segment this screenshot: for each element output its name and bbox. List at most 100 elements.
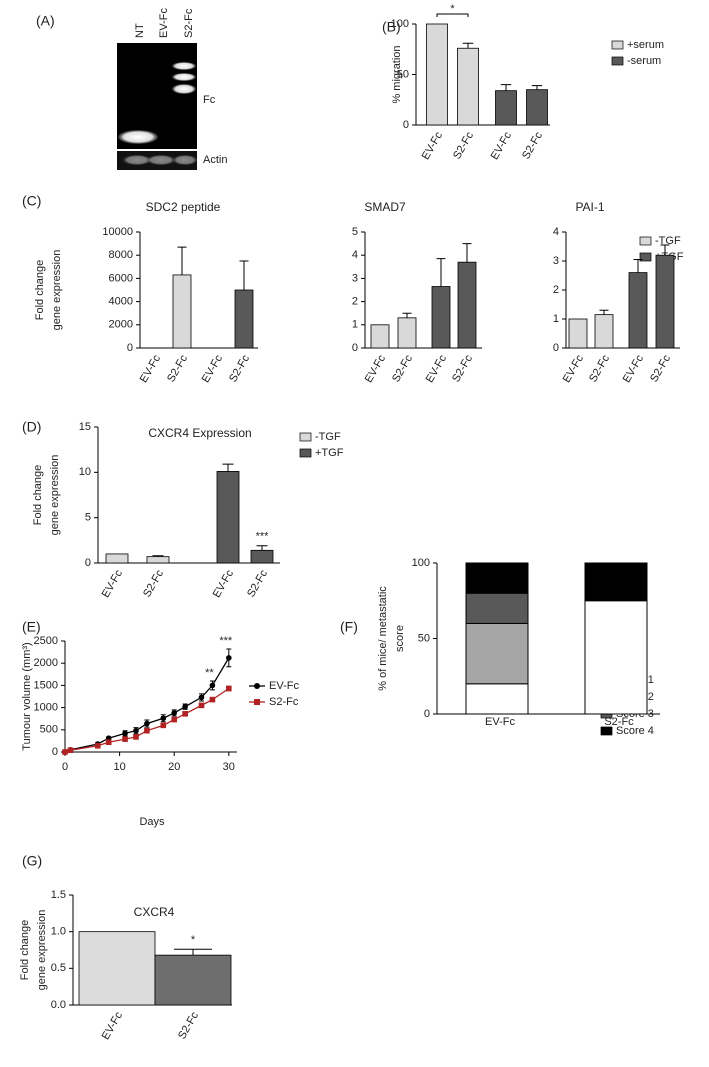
significance: *: [191, 934, 196, 946]
panel-label: (A): [36, 13, 55, 29]
x-tick-label: S2-Fc: [604, 716, 634, 728]
y-axis-label: gene expression: [51, 250, 63, 331]
panel-label: (G): [22, 853, 42, 869]
point: [182, 703, 188, 710]
x-tick-label: 20: [168, 761, 180, 773]
error-bar: [462, 42, 474, 49]
legend-swatch: [639, 236, 652, 246]
y-tick-label: 1.5: [51, 889, 66, 901]
band-label: Fc: [203, 94, 216, 106]
bar: [78, 931, 156, 1006]
y-tick-label: 3: [352, 272, 358, 284]
error-bar: [402, 312, 412, 318]
bar: [370, 324, 390, 349]
y-tick-label: 5: [85, 512, 91, 524]
significance: *: [450, 3, 455, 15]
point: [198, 702, 205, 709]
bar: [146, 556, 170, 564]
y-axis-label: score: [394, 625, 406, 652]
bar: [495, 90, 517, 126]
band: [173, 155, 197, 165]
point: [122, 736, 128, 742]
point: [209, 696, 216, 703]
point: [144, 727, 150, 734]
x-tick-label: S2-Fc: [390, 353, 415, 385]
bar: [568, 318, 588, 349]
x-tick-label: EV-Fc: [100, 568, 126, 600]
bar: [216, 471, 240, 564]
x-tick-label: 30: [223, 761, 235, 773]
y-axis-label: % migration: [391, 45, 403, 103]
bar: [526, 89, 548, 126]
bar-segment: [584, 600, 648, 715]
y-tick-label: 4: [553, 226, 559, 238]
x-tick-label: S2-Fc: [165, 353, 190, 385]
x-tick-label: S2-Fc: [141, 568, 166, 600]
point: [105, 739, 112, 746]
x-tick-label: EV-Fc: [424, 353, 450, 385]
band: [147, 155, 175, 165]
legend-label: EV-Fc: [269, 680, 299, 692]
chart-title: PAI-1: [575, 200, 604, 214]
x-tick-label: EV-Fc: [489, 130, 515, 162]
error-bar: [599, 309, 609, 315]
bar-segment: [465, 562, 529, 594]
legend-label: -serum: [627, 55, 661, 67]
x-tick-label: EV-Fc: [420, 130, 446, 162]
y-axis-label: % of mice/ metastatic: [377, 586, 389, 691]
panel-label: (D): [22, 419, 41, 435]
point: [94, 742, 101, 749]
band: [123, 155, 151, 165]
x-tick-label: EV-Fc: [621, 353, 647, 385]
point: [133, 734, 139, 740]
point: [144, 720, 150, 727]
x-tick-label: EV-Fc: [211, 568, 237, 600]
x-tick-label: EV-Fc: [100, 1010, 126, 1042]
chart-title: CXCR4 Expression: [148, 426, 251, 440]
x-tick-label: EV-Fc: [200, 353, 226, 385]
point: [171, 716, 178, 723]
point: [226, 655, 232, 661]
band: [172, 73, 196, 81]
y-axis-label: gene expression: [49, 455, 61, 536]
error-bar: [222, 463, 234, 472]
y-tick-label: 4: [352, 249, 358, 261]
y-tick-label: 10: [79, 466, 91, 478]
x-tick-label: EV-Fc: [561, 353, 587, 385]
bar-segment: [465, 592, 529, 624]
point: [62, 749, 68, 755]
error-bar: [256, 545, 268, 551]
legend-swatch: [611, 40, 624, 50]
y-tick-label: 0: [352, 342, 358, 354]
y-tick-label: 8000: [109, 249, 133, 261]
point: [182, 711, 188, 717]
bar: [105, 553, 129, 564]
bar: [154, 954, 232, 1006]
y-tick-label: 0: [85, 557, 91, 569]
y-tick-label: 0: [424, 708, 430, 720]
error-bar: [152, 555, 164, 557]
significance: **: [205, 667, 214, 679]
y-tick-label: 0.5: [51, 962, 66, 974]
legend-label: -TGF: [655, 235, 681, 247]
legend-swatch: [600, 726, 613, 736]
point: [160, 722, 167, 729]
band: [172, 84, 196, 94]
error-bar: [239, 260, 249, 290]
x-tick-label: EV-Fc: [363, 353, 389, 385]
y-tick-label: 100: [391, 18, 409, 30]
bar: [457, 47, 479, 126]
y-tick-label: 2000: [109, 319, 133, 331]
bar: [172, 274, 192, 349]
x-tick-label: S2-Fc: [245, 568, 270, 600]
y-axis-label: gene expression: [36, 910, 48, 991]
lane-label: S2-Fc: [183, 8, 195, 38]
significance: ***: [256, 531, 270, 543]
chart-title: SMAD7: [364, 200, 406, 214]
y-axis-label: Fold change: [32, 465, 44, 526]
legend-marker: [254, 699, 260, 705]
point: [160, 715, 167, 722]
legend-label: +serum: [627, 39, 664, 51]
point: [122, 730, 128, 737]
